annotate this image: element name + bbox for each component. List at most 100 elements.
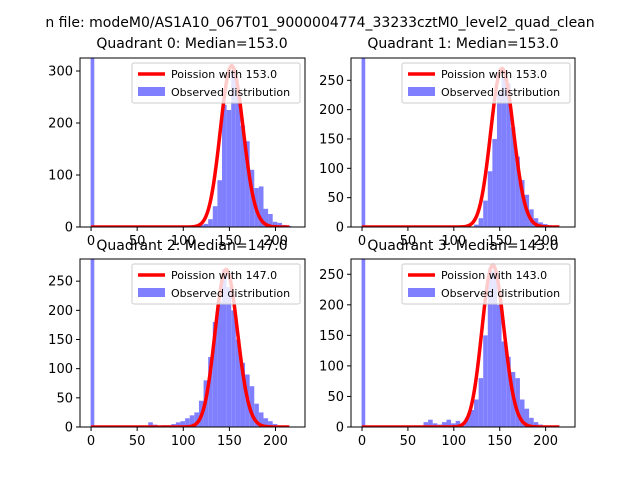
y-tick-label: 0 xyxy=(65,421,73,436)
legend-bars-label: Observed distribution xyxy=(441,86,560,99)
histogram-bar xyxy=(212,322,218,427)
histogram-bar xyxy=(496,304,502,427)
histogram-bar xyxy=(217,301,223,427)
panel-quadrant-2: Quadrant 2: Median=147.0 0 50 100 150 200 0 50… xyxy=(48,238,306,449)
legend-bars-label: Observed distribution xyxy=(441,287,560,300)
x-tick-label: 50 xyxy=(129,434,146,449)
y-tick-label: 0 xyxy=(65,221,73,236)
histogram-bar xyxy=(506,83,511,227)
histogram-bar xyxy=(510,127,516,227)
panel-title: Quadrant 1: Median=153.0 xyxy=(367,36,558,52)
axes-frame xyxy=(350,258,576,428)
x-tick-label: 50 xyxy=(400,234,417,249)
histogram-bar xyxy=(515,156,520,227)
histogram-bar xyxy=(198,224,204,227)
histogram-bar xyxy=(226,287,232,427)
y-tick-label: 300 xyxy=(48,65,73,80)
axes-frame xyxy=(79,57,306,228)
legend-curve-label: Poission with 147.0 xyxy=(171,269,277,282)
legend: Poission with 153.0 Observed distribution xyxy=(131,62,301,104)
y-tick-label: 50 xyxy=(327,191,344,206)
x-tick-label: 50 xyxy=(400,434,417,449)
histogram-bar xyxy=(492,271,497,427)
x-tick-label: 0 xyxy=(358,234,366,249)
x-tick-label: 100 xyxy=(441,234,466,249)
y-tick-label: 200 xyxy=(319,298,344,313)
x-tick-label: 150 xyxy=(217,234,242,249)
y-tick-label: 100 xyxy=(48,169,73,184)
histogram-bar xyxy=(226,110,232,227)
histogram-bar xyxy=(254,403,259,427)
axes-frame xyxy=(79,258,306,428)
histogram-bar xyxy=(240,362,246,427)
histogram-bar xyxy=(208,357,213,427)
y-tick-label: 250 xyxy=(319,268,344,283)
poisson-curve xyxy=(361,263,561,427)
x-tick-label: 200 xyxy=(533,434,558,449)
histogram-bar xyxy=(474,224,479,227)
y-tick-label: 200 xyxy=(319,103,344,118)
histogram-bar xyxy=(277,222,282,227)
histogram-bar xyxy=(441,422,447,427)
y-tick-label: 150 xyxy=(48,333,73,348)
histogram-bar xyxy=(533,422,539,427)
histogram-bar xyxy=(263,208,269,227)
histogram-bar xyxy=(268,421,273,427)
histogram-bar xyxy=(487,171,493,227)
x-tick-label: 100 xyxy=(171,234,196,249)
y-tick-label: 0 xyxy=(336,221,344,236)
histogram-bar xyxy=(524,408,530,427)
y-tick-label: 200 xyxy=(48,117,73,132)
histogram-bar xyxy=(175,422,181,427)
histogram-bar xyxy=(240,125,246,227)
legend: Poission with 147.0 Observed distribution xyxy=(131,263,301,305)
panel-title: Quadrant 2: Median=147.0 xyxy=(96,238,287,254)
y-tick-label: 100 xyxy=(319,162,344,177)
x-tick-label: 200 xyxy=(263,234,288,249)
histogram-bar xyxy=(258,186,264,227)
legend-bars-swatch xyxy=(138,288,165,297)
y-tick-label: 200 xyxy=(48,304,73,319)
x-tick-label: 150 xyxy=(217,434,242,449)
histogram-bar xyxy=(483,200,488,227)
histogram-bar xyxy=(249,386,255,427)
histogram-bar xyxy=(487,268,493,427)
histogram-bar xyxy=(90,58,95,227)
histogram-bar xyxy=(217,180,223,227)
histogram-bar xyxy=(194,412,199,427)
histogram-bar xyxy=(235,339,241,427)
plot-area xyxy=(361,259,561,427)
histogram-bar xyxy=(501,77,507,227)
histogram-bar xyxy=(231,71,236,227)
y-tick-label: 100 xyxy=(319,359,344,374)
panel-plot: 0 50 100 150 200 0 50 100 150 200 250 Poission with… xyxy=(48,258,306,449)
x-tick-label: 100 xyxy=(171,434,196,449)
legend-box xyxy=(131,62,301,104)
histogram-bar xyxy=(501,341,507,427)
histogram-bar xyxy=(245,141,250,227)
y-tick-label: 50 xyxy=(327,390,344,405)
histogram-bar xyxy=(506,356,511,427)
histogram-bar xyxy=(469,409,475,427)
legend-curve-label: Poission with 143.0 xyxy=(441,269,547,282)
y-tick-label: 150 xyxy=(319,132,344,147)
legend-bars-swatch xyxy=(408,288,435,297)
panel-quadrant-1: Quadrant 1: Median=153.0 0 50 100 150 200 0 50… xyxy=(319,36,576,249)
histogram-bar xyxy=(222,269,227,427)
x-tick-label: 200 xyxy=(263,434,288,449)
plot-area xyxy=(90,259,291,427)
panel-plot: 0 50 100 150 200 0 50 100 150 200 250 Poission with… xyxy=(319,57,576,249)
histogram-bar xyxy=(272,221,278,227)
legend-curve-label: Poission with 153.0 xyxy=(441,68,547,81)
histogram-bar xyxy=(268,214,273,227)
histogram-bar xyxy=(423,422,429,427)
histogram-bar xyxy=(478,378,484,427)
y-tick-label: 150 xyxy=(319,329,344,344)
histogram-bar xyxy=(496,92,502,227)
histogram-bar xyxy=(432,423,438,427)
y-tick-label: 50 xyxy=(56,391,73,406)
histogram-bar xyxy=(529,417,534,427)
panel-plot: 0 50 100 150 200 0 100 200 300 Poission with 153.… xyxy=(48,57,306,249)
y-tick-label: 100 xyxy=(48,362,73,377)
